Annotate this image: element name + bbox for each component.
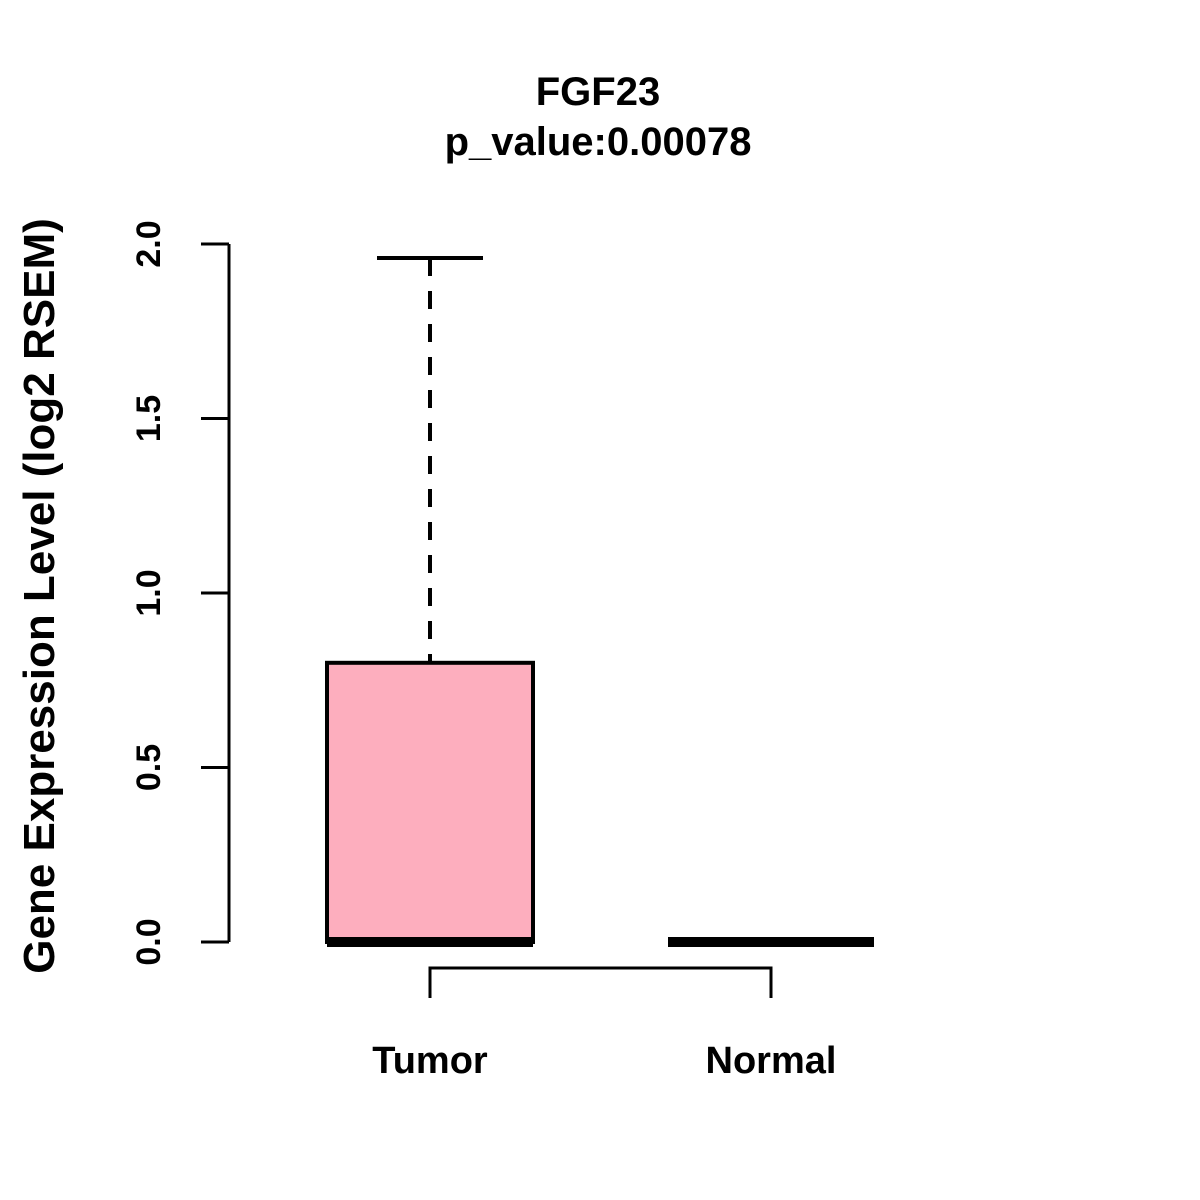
chart-subtitle-pvalue: p_value:0.00078 [444, 120, 752, 164]
y-axis-tick-label: 1.0 [130, 569, 168, 616]
y-axis-tick-label: 0.0 [130, 918, 168, 965]
x-axis-label-normal: Normal [706, 1040, 837, 1082]
chart-title: FGF23 [535, 70, 661, 114]
x-axis-label-tumor: Tumor [372, 1040, 488, 1082]
y-axis-tick-label: 1.5 [130, 395, 168, 442]
y-axis-tick-label: 2.0 [130, 220, 168, 267]
tumor-box [325, 660, 535, 944]
comparison-bracket [428, 966, 773, 998]
y-axis-tick-label: 0.5 [130, 744, 168, 791]
